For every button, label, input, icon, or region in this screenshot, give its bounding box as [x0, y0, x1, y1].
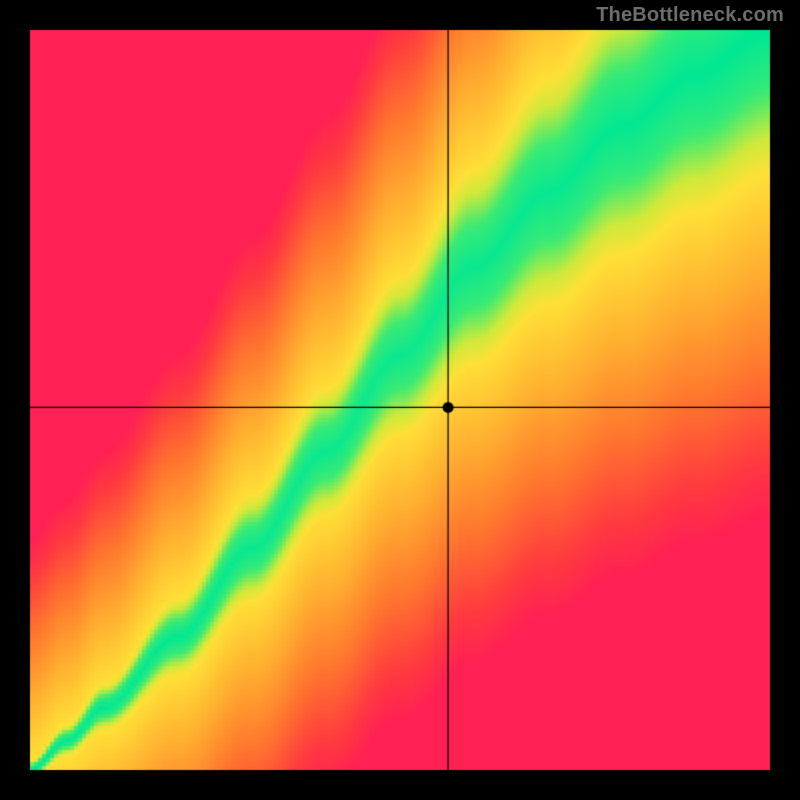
- chart-container: TheBottleneck.com: [0, 0, 800, 800]
- bottleneck-heatmap-canvas: [0, 0, 800, 800]
- watermark-text: TheBottleneck.com: [596, 4, 784, 27]
